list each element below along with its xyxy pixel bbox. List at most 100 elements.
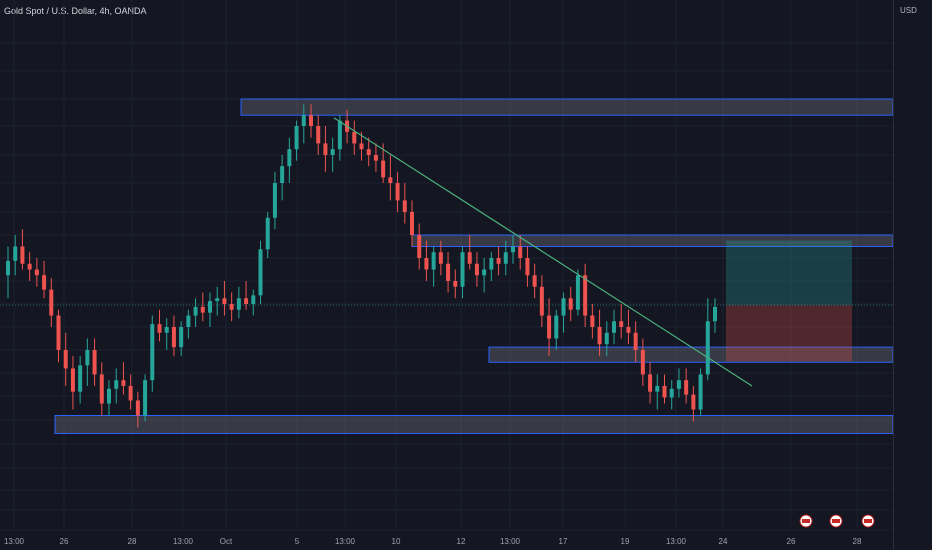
candle-body (186, 315, 191, 327)
candle-body (655, 385, 660, 392)
x-tick-label: Oct (220, 537, 233, 546)
x-tick-label: 10 (392, 537, 401, 546)
candle-body (287, 149, 292, 167)
trendline (333, 117, 753, 387)
candle-body (705, 321, 710, 375)
candle-body (301, 115, 306, 126)
candle-body (446, 263, 451, 281)
candle-body (128, 385, 133, 401)
candle-body (164, 327, 169, 333)
candle-body (99, 374, 104, 404)
candle-body (92, 350, 97, 375)
candle-body (294, 126, 299, 150)
candle-body (474, 263, 479, 276)
candle-body (27, 263, 32, 270)
candle-body (114, 380, 119, 389)
candle-body (56, 315, 61, 350)
candle-body (698, 374, 703, 410)
candle-body (568, 298, 573, 310)
stop-loss-zone (726, 305, 852, 362)
candle-body (518, 246, 523, 258)
candle-body (179, 327, 184, 348)
x-tick-label: 13:00 (500, 537, 521, 546)
us-flag-icon-stripe (832, 519, 840, 523)
candle-body (6, 260, 10, 276)
candle-body (85, 350, 90, 366)
candle-body (143, 380, 148, 416)
candle-body (590, 315, 595, 327)
x-tick-label: 13:00 (173, 537, 194, 546)
candle-body (713, 306, 717, 322)
candle-body (669, 388, 674, 398)
candle-body (323, 143, 328, 155)
price-axis[interactable] (893, 0, 932, 550)
candle-body (640, 350, 645, 375)
us-flag-icon-stripe (864, 519, 872, 523)
x-tick-label: 24 (719, 537, 728, 546)
candle-body (200, 306, 205, 313)
candle-body (251, 295, 256, 304)
candle-body (20, 246, 25, 264)
candle-body (366, 149, 371, 155)
candle-body (13, 246, 18, 261)
candle-body (150, 324, 155, 381)
candle-body (208, 301, 212, 313)
candle-body (280, 166, 285, 183)
candle-body (337, 120, 342, 150)
candle-body (467, 252, 472, 264)
candle-body (42, 275, 47, 290)
candle-body (460, 252, 465, 287)
chart-title: Gold Spot / U.S. Dollar, 4h, OANDA (4, 6, 147, 16)
take-profit-zone (726, 240, 852, 306)
candle-body (438, 252, 443, 264)
candle-body (70, 368, 75, 392)
candle-body (424, 258, 429, 270)
x-tick-label: 5 (295, 537, 300, 546)
candle-body (676, 380, 681, 389)
candle-body (215, 298, 220, 302)
candle-body (121, 380, 126, 386)
candle-body (503, 252, 508, 264)
candle-body (453, 281, 458, 287)
candle-body (496, 258, 501, 264)
candle-body (612, 321, 616, 333)
candle-body (244, 298, 249, 304)
x-tick-label: 28 (853, 537, 862, 546)
candle-body (193, 306, 198, 316)
resistance-zone-top (240, 98, 894, 116)
candle-body (633, 332, 638, 350)
x-tick-label: 13:00 (666, 537, 687, 546)
candle-body (78, 365, 83, 392)
candle-body (684, 380, 689, 395)
candle-body (34, 269, 39, 276)
candle-body (402, 200, 407, 212)
candle-body (575, 275, 580, 310)
us-flag-icon-stripe (802, 519, 810, 523)
x-tick-label: 17 (559, 537, 568, 546)
candle-body (431, 252, 436, 270)
candle-body (309, 115, 313, 126)
x-tick-label: 19 (621, 537, 630, 546)
candle-body (222, 298, 227, 304)
currency-label: USD (900, 6, 917, 15)
candle-body (619, 321, 624, 327)
candle-body (381, 160, 386, 178)
candle-body (395, 183, 400, 201)
candle-body (236, 298, 241, 310)
x-tick-label: 26 (60, 537, 69, 546)
candle-body (272, 183, 277, 218)
candle-body (539, 286, 544, 316)
candle-body (532, 275, 537, 287)
candle-body (583, 275, 588, 316)
candle-body (561, 298, 566, 316)
support-zone-1618 (54, 415, 894, 434)
candle-body (388, 177, 393, 183)
candle-body (489, 258, 494, 270)
x-tick-label: 13:00 (4, 537, 25, 546)
candle-body (511, 246, 515, 253)
candle-body (135, 400, 140, 416)
candle-body (171, 327, 176, 348)
candle-body (525, 258, 530, 276)
candle-body (648, 374, 653, 392)
